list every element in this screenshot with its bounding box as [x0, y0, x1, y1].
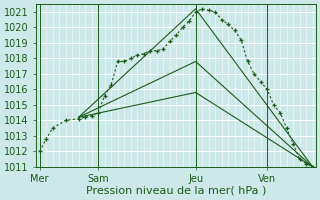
X-axis label: Pression niveau de la mer( hPa ): Pression niveau de la mer( hPa ): [86, 186, 266, 196]
